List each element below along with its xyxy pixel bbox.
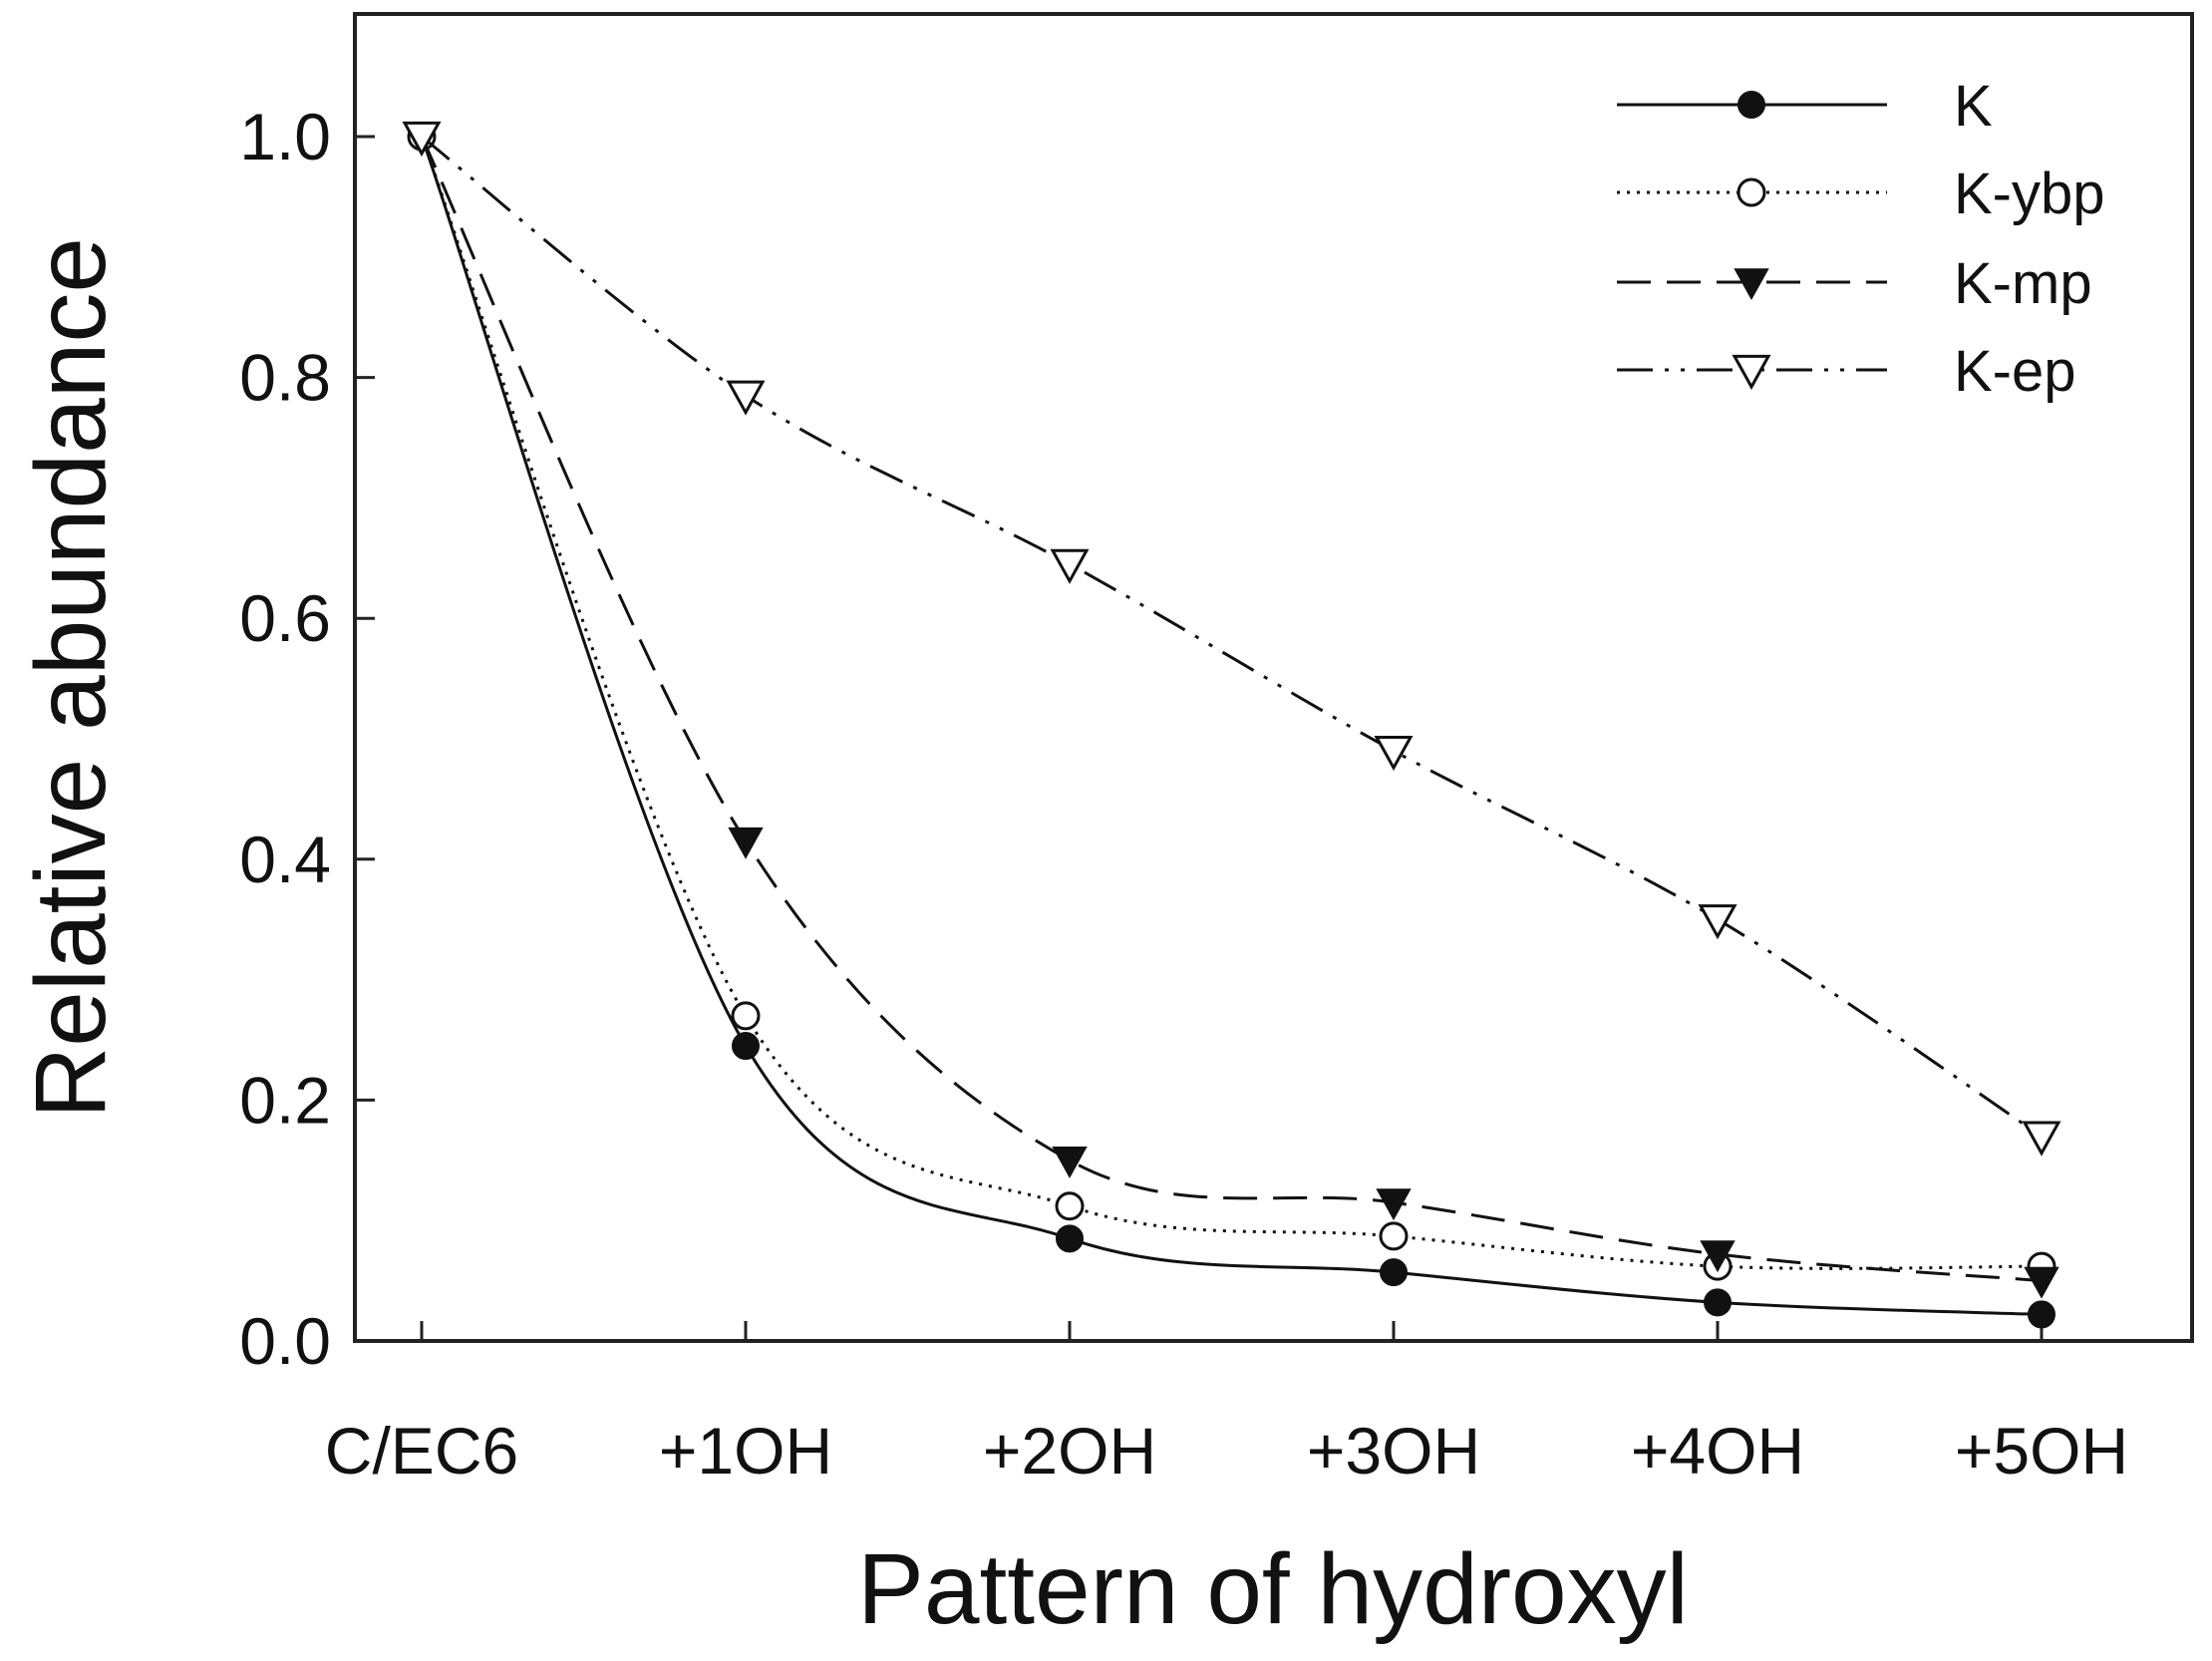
- data-point-k-ep: [2022, 1121, 2061, 1157]
- y-tick-label: 0.4: [239, 823, 331, 896]
- data-point-k: [2028, 1300, 2055, 1329]
- legend-label-k-mp: K-mp: [1954, 251, 2092, 316]
- data-point-k: [1056, 1224, 1084, 1253]
- data-point-k-ep: [1698, 904, 1738, 940]
- x-axis: C/EC6 +1OH +2OH +3OH +4OH +5OH: [325, 1321, 2128, 1488]
- x-tick-label: +3OH: [1307, 1414, 1480, 1488]
- y-tick-label: 0.8: [239, 341, 331, 415]
- data-point-k: [732, 1032, 760, 1061]
- plot-frame: [353, 12, 2194, 1343]
- legend-marker-k-ep: [1732, 354, 1771, 391]
- x-axis-title: Pattern of hydroxyl: [857, 1533, 1689, 1645]
- data-point-k-ep: [726, 380, 766, 416]
- x-tick-label: +5OH: [1955, 1414, 2128, 1488]
- legend-label-k-ybp: K-ybp: [1954, 162, 2105, 226]
- data-point-k: [1380, 1258, 1408, 1287]
- data-point-k-ybp: [1055, 1191, 1085, 1221]
- data-point-k-mp: [2024, 1266, 2059, 1299]
- legend: K K-ybp K-mp K-ep: [1617, 74, 2105, 404]
- x-tick-label: +2OH: [983, 1414, 1156, 1488]
- y-axis: 0.0 0.2 0.4 0.6 0.8 1.0: [239, 100, 375, 1378]
- y-tick-label: 0.6: [239, 581, 331, 655]
- y-axis-title: Relative abundance: [15, 237, 127, 1119]
- y-tick-label: 0.0: [239, 1304, 331, 1378]
- data-point-k-mp: [1700, 1240, 1736, 1273]
- y-tick-label: 1.0: [239, 100, 331, 173]
- data-point-k-mp: [728, 827, 764, 859]
- data-point-k-mp: [1052, 1147, 1088, 1178]
- data-point-k-ybp: [1379, 1221, 1409, 1251]
- legend-label-k-ep: K-ep: [1954, 339, 2076, 404]
- series-line-k: [420, 136, 2043, 1316]
- data-point-k: [1704, 1288, 1732, 1317]
- data-point-k-mp: [1376, 1188, 1412, 1221]
- data-point-k-ep: [1050, 548, 1090, 584]
- series-line-k-ep: [421, 135, 2043, 1138]
- legend-marker-k-ybp: [1737, 177, 1766, 207]
- series-layer: [402, 121, 2061, 1329]
- y-tick-label: 0.2: [239, 1063, 331, 1137]
- data-point-k-ep: [402, 121, 442, 158]
- x-tick-label: +1OH: [659, 1414, 832, 1488]
- legend-marker-k: [1738, 91, 1765, 119]
- legend-label-k: K: [1954, 74, 1993, 139]
- x-tick-label: +4OH: [1631, 1414, 1804, 1488]
- series-line-k-mp: [420, 136, 2043, 1283]
- data-point-k-ybp: [731, 1001, 761, 1031]
- series-line-k-ybp: [420, 136, 2043, 1270]
- x-tick-label: C/EC6: [325, 1414, 518, 1488]
- data-point-k-ep: [1374, 735, 1414, 772]
- legend-marker-k-mp: [1734, 268, 1769, 301]
